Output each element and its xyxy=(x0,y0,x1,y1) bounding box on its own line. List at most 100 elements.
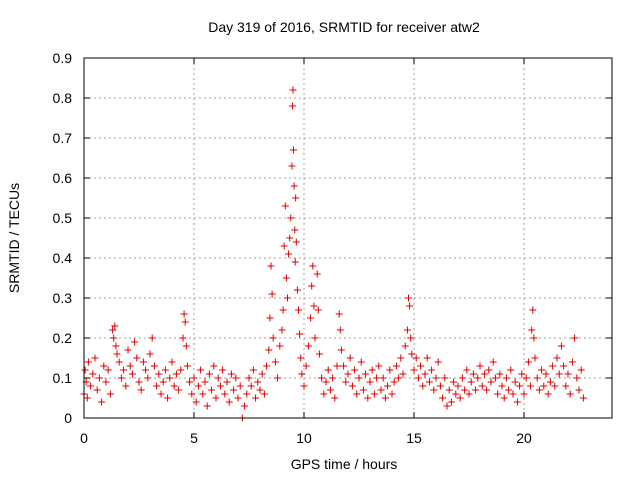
data-point xyxy=(414,374,422,382)
data-point xyxy=(568,358,576,366)
data-point xyxy=(208,386,216,394)
data-point xyxy=(298,370,306,378)
data-point xyxy=(263,362,271,370)
data-point xyxy=(199,390,207,398)
data-point xyxy=(243,390,251,398)
data-point xyxy=(498,382,506,390)
data-point xyxy=(83,394,91,402)
data-point xyxy=(234,394,242,402)
data-point xyxy=(362,370,370,378)
data-point xyxy=(377,386,385,394)
data-point xyxy=(188,390,196,398)
data-point xyxy=(104,366,112,374)
data-point xyxy=(135,378,143,386)
data-point xyxy=(190,374,198,382)
data-point xyxy=(291,258,299,266)
data-point xyxy=(379,374,387,382)
data-point xyxy=(120,366,128,374)
data-point xyxy=(292,194,300,202)
data-point xyxy=(168,358,176,366)
data-point xyxy=(161,366,169,374)
data-point xyxy=(297,354,305,362)
data-point xyxy=(274,374,282,382)
data-point xyxy=(182,342,190,350)
grid xyxy=(84,58,612,418)
data-point xyxy=(170,382,178,390)
data-point xyxy=(179,334,187,342)
data-point xyxy=(560,362,568,370)
data-point xyxy=(89,370,97,378)
data-point xyxy=(201,378,209,386)
data-point xyxy=(293,286,301,294)
data-point xyxy=(180,310,188,318)
data-point xyxy=(203,402,211,410)
data-point xyxy=(476,362,484,370)
data-point xyxy=(260,390,268,398)
data-point xyxy=(403,326,411,334)
axis-ticks: 0 0.1 0.2 0.3 0.4 0.5 0.6 0.7 0.8 0.9 0 5 10 15 20 xyxy=(53,50,612,446)
data-point xyxy=(524,358,532,366)
data-point xyxy=(254,378,262,386)
data-point xyxy=(311,334,319,342)
data-point xyxy=(337,346,345,354)
data-point xyxy=(410,366,418,374)
data-point xyxy=(489,358,497,366)
data-point xyxy=(245,374,253,382)
data-point xyxy=(314,306,322,314)
data-point xyxy=(324,366,332,374)
data-point xyxy=(542,370,550,378)
data-point xyxy=(447,398,455,406)
data-point xyxy=(355,374,363,382)
data-point xyxy=(528,326,536,334)
data-point xyxy=(166,374,174,382)
data-point xyxy=(285,250,293,258)
data-point xyxy=(286,234,294,242)
data-point xyxy=(256,386,264,394)
data-point xyxy=(331,394,339,402)
data-point xyxy=(194,382,202,390)
data-point xyxy=(150,362,158,370)
data-point xyxy=(212,394,220,402)
data-point xyxy=(183,362,191,370)
data-point xyxy=(381,394,389,402)
data-point xyxy=(290,182,298,190)
data-point xyxy=(271,358,279,366)
data-point xyxy=(408,350,416,358)
data-point xyxy=(397,354,405,362)
data-point xyxy=(395,374,403,382)
data-point xyxy=(287,214,295,222)
data-point xyxy=(122,382,130,390)
data-point xyxy=(505,386,513,394)
data-point xyxy=(401,342,409,350)
data-point xyxy=(564,370,572,378)
data-point xyxy=(223,378,231,386)
data-point xyxy=(302,362,310,370)
data-point xyxy=(308,282,316,290)
data-point xyxy=(351,366,359,374)
data-point xyxy=(276,342,284,350)
data-point xyxy=(313,270,321,278)
data-point xyxy=(289,102,297,110)
data-point xyxy=(357,358,365,366)
data-point xyxy=(192,398,200,406)
data-point xyxy=(342,378,350,386)
data-point xyxy=(295,306,302,314)
data-point xyxy=(210,362,218,370)
data-point xyxy=(175,386,183,394)
data-point xyxy=(227,370,235,378)
data-point xyxy=(304,342,312,350)
data-point xyxy=(344,370,352,378)
data-point xyxy=(392,362,400,370)
data-point xyxy=(407,334,415,342)
data-point xyxy=(454,382,462,390)
data-point xyxy=(373,374,381,382)
data-point xyxy=(551,382,559,390)
data-point xyxy=(370,390,378,398)
y-tick-label: 0.2 xyxy=(53,330,73,346)
data-point xyxy=(115,358,123,366)
data-point xyxy=(289,86,297,94)
data-point xyxy=(549,362,557,370)
chart-title: Day 319 of 2016, SRMTID for receiver atw… xyxy=(208,19,480,35)
data-point xyxy=(225,398,233,406)
data-point xyxy=(292,238,300,246)
